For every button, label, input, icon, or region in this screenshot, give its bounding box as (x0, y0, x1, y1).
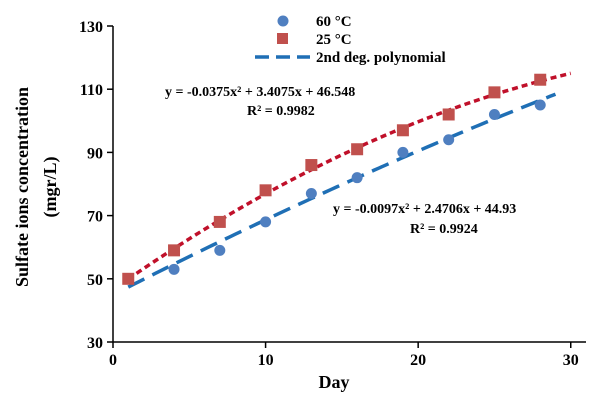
r2-60c: R² = 0.9924 (410, 222, 478, 237)
trendlines (127, 71, 572, 289)
point-60c (351, 172, 363, 184)
y-tick-label: 70 (87, 209, 103, 226)
y-axis-title-line2: (mgr/L) (40, 157, 61, 218)
x-tick-label: 10 (258, 352, 274, 369)
x-axis-title: Day (319, 372, 350, 392)
legend-marker-25c (277, 33, 288, 44)
y-tick-label: 30 (87, 335, 103, 352)
y-axis-title: Sulfate ions concentration (mgr/L) (12, 87, 61, 287)
y-axis-title-line1: Sulfate ions concentration (12, 87, 32, 287)
equation-25c: y = -0.0375x² + 3.4075x + 46.548 (165, 85, 355, 100)
point-60c (534, 99, 546, 111)
point-25c (488, 86, 501, 99)
x-tick-label: 20 (410, 352, 426, 369)
equation-60c: y = -0.0097x² + 2.4706x + 44.93 (333, 202, 516, 217)
y-tick-label: 50 (87, 272, 103, 289)
legend: 60 °C 25 °C 2nd deg. polynomial (255, 14, 446, 66)
point-25c (534, 73, 547, 86)
point-60c (397, 146, 409, 158)
point-25c (442, 108, 455, 121)
point-25c (213, 215, 226, 228)
ticks (107, 25, 572, 348)
point-60c (168, 263, 180, 275)
legend-label-25c: 25 °C (316, 32, 352, 48)
legend-label-60c: 60 °C (316, 14, 352, 30)
point-25c (168, 244, 181, 257)
point-60c (488, 108, 500, 120)
point-60c (260, 216, 272, 228)
trendline-60c (127, 92, 557, 289)
y-tick-label: 90 (87, 145, 103, 162)
y-tick-label: 130 (79, 19, 103, 36)
point-25c (305, 159, 318, 172)
axes (112, 26, 586, 343)
point-60c (443, 134, 455, 146)
point-25c (351, 143, 364, 156)
x-tick-label: 0 (109, 352, 117, 369)
point-60c (214, 244, 226, 256)
x-tick-label: 30 (563, 352, 579, 369)
point-25c (122, 272, 135, 285)
point-60c (305, 187, 317, 199)
legend-label-polynomial: 2nd deg. polynomial (316, 50, 446, 66)
legend-marker-60c (277, 15, 289, 27)
y-tick-label: 110 (80, 82, 103, 99)
point-25c (259, 184, 272, 197)
point-25c (396, 124, 409, 137)
trendline-25c (127, 71, 572, 281)
r2-25c: R² = 0.9982 (247, 104, 315, 119)
tick-labels: 0 10 20 30 30 50 70 90 110 130 (79, 19, 579, 369)
data-points (122, 73, 547, 285)
